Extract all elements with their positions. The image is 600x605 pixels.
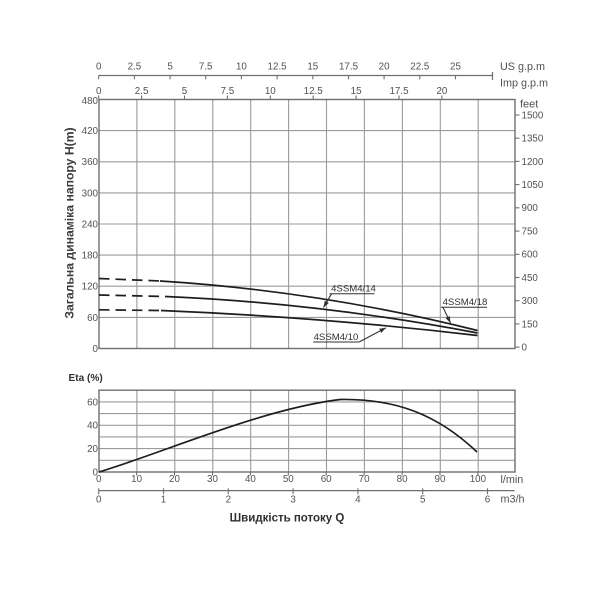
svg-text:60: 60 [321, 474, 332, 485]
svg-text:900: 900 [522, 203, 539, 214]
svg-text:US g.p.m: US g.p.m [500, 61, 545, 73]
svg-text:7.5: 7.5 [221, 86, 235, 97]
svg-text:600: 600 [522, 250, 539, 261]
svg-text:450: 450 [522, 273, 539, 284]
svg-text:420: 420 [82, 126, 99, 137]
svg-text:4SSM4/10: 4SSM4/10 [314, 332, 359, 343]
svg-text:l/min: l/min [501, 474, 524, 486]
svg-text:10: 10 [131, 474, 142, 485]
svg-text:22.5: 22.5 [410, 62, 430, 73]
svg-text:0: 0 [96, 86, 102, 97]
svg-text:120: 120 [82, 282, 99, 293]
svg-text:20: 20 [436, 86, 447, 97]
svg-text:750: 750 [522, 227, 539, 238]
svg-text:feet: feet [520, 99, 538, 111]
svg-text:6: 6 [485, 495, 491, 506]
svg-text:7.5: 7.5 [199, 62, 213, 73]
svg-text:480: 480 [82, 96, 99, 107]
svg-text:5: 5 [420, 495, 426, 506]
svg-text:15: 15 [307, 62, 318, 73]
svg-text:0: 0 [522, 343, 528, 354]
svg-text:1350: 1350 [522, 134, 544, 145]
svg-text:20: 20 [169, 474, 180, 485]
svg-text:10: 10 [265, 86, 276, 97]
svg-text:12.5: 12.5 [304, 86, 324, 97]
svg-text:4: 4 [355, 495, 361, 506]
svg-text:15: 15 [351, 86, 362, 97]
svg-text:Швидкість потоку Q: Швидкість потоку Q [230, 513, 345, 525]
svg-text:m3/h: m3/h [501, 494, 525, 506]
svg-text:17.5: 17.5 [389, 86, 409, 97]
svg-text:90: 90 [435, 474, 446, 485]
svg-text:17.5: 17.5 [339, 62, 359, 73]
svg-text:Загальна динаміка напору H(m): Загальна динаміка напору H(m) [63, 127, 77, 318]
svg-text:360: 360 [82, 157, 99, 168]
svg-text:5: 5 [167, 62, 173, 73]
svg-text:0: 0 [96, 62, 102, 73]
svg-text:40: 40 [245, 474, 256, 485]
svg-text:0: 0 [93, 467, 99, 478]
svg-text:0: 0 [96, 474, 102, 485]
svg-text:300: 300 [82, 188, 99, 199]
svg-text:30: 30 [207, 474, 218, 485]
svg-text:Eta (%): Eta (%) [69, 373, 103, 384]
svg-text:10: 10 [236, 62, 247, 73]
svg-text:4SSM4/18: 4SSM4/18 [443, 297, 488, 308]
svg-text:70: 70 [359, 474, 370, 485]
svg-text:80: 80 [397, 474, 408, 485]
svg-text:3: 3 [290, 495, 296, 506]
svg-text:180: 180 [82, 251, 99, 262]
svg-text:2.5: 2.5 [135, 86, 149, 97]
svg-text:12.5: 12.5 [268, 62, 288, 73]
svg-text:300: 300 [522, 296, 539, 307]
svg-text:2.5: 2.5 [128, 62, 142, 73]
svg-text:20: 20 [87, 444, 98, 455]
svg-text:5: 5 [182, 86, 188, 97]
svg-text:100: 100 [470, 474, 487, 485]
svg-text:0: 0 [93, 344, 99, 355]
svg-text:1200: 1200 [522, 157, 544, 168]
svg-text:150: 150 [522, 319, 539, 330]
svg-text:60: 60 [87, 313, 98, 324]
svg-text:25: 25 [450, 62, 461, 73]
svg-text:1500: 1500 [522, 110, 544, 121]
svg-text:240: 240 [82, 219, 99, 230]
svg-text:0: 0 [96, 495, 102, 506]
svg-text:20: 20 [379, 62, 390, 73]
svg-text:40: 40 [87, 421, 98, 432]
svg-text:Imp g.p.m: Imp g.p.m [500, 78, 548, 90]
svg-text:1050: 1050 [522, 180, 544, 191]
svg-text:2: 2 [226, 495, 231, 506]
svg-text:50: 50 [283, 474, 294, 485]
svg-text:4SSM4/14: 4SSM4/14 [331, 284, 376, 295]
svg-text:60: 60 [87, 397, 98, 408]
svg-text:1: 1 [161, 495, 166, 506]
